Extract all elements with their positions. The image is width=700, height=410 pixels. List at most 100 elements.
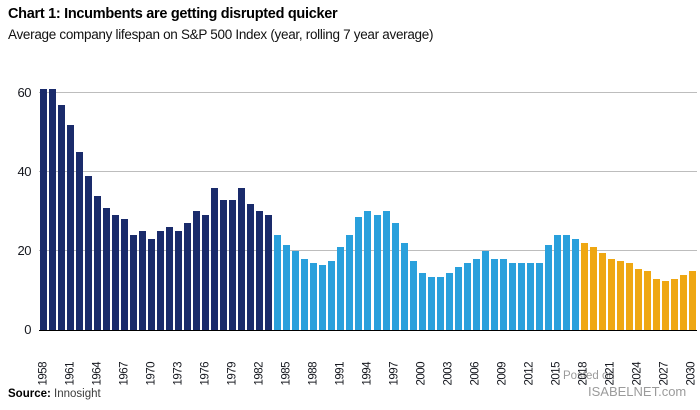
x-tick-label-2000: 2000	[415, 361, 428, 386]
watermark-line2: ISABELNET.com	[588, 384, 687, 399]
bar-2024	[634, 268, 642, 330]
y-tick-label-60: 60	[17, 84, 32, 100]
x-tick-label-1976: 1976	[199, 361, 212, 386]
bar-1968	[130, 235, 138, 330]
bar-1966	[112, 215, 120, 330]
bar-2023	[625, 262, 633, 330]
x-tick-label-2024: 2024	[631, 361, 644, 386]
x-tick-label-2027: 2027	[658, 361, 671, 386]
bar-1991	[337, 247, 345, 330]
bar-1973	[175, 231, 183, 330]
x-tick-label-1994: 1994	[361, 361, 374, 386]
chart-subtitle: Average company lifespan on S&P 500 Inde…	[8, 27, 434, 42]
x-tick-label-2012: 2012	[523, 361, 536, 386]
x-tick-label-1982: 1982	[253, 361, 266, 386]
plot-area	[39, 85, 697, 331]
bar-1967	[121, 219, 129, 330]
gridline-60	[39, 91, 697, 93]
bar-1975	[193, 211, 201, 330]
x-tick-label-1964: 1964	[91, 361, 104, 386]
gridline-40	[39, 170, 697, 172]
bar-2013	[535, 262, 543, 330]
bar-1972	[166, 227, 174, 330]
bar-1989	[319, 264, 327, 330]
x-tick-label-1991: 1991	[334, 361, 347, 386]
bar-1978	[220, 199, 228, 330]
bar-1995	[373, 215, 381, 330]
bar-1980	[238, 187, 246, 330]
y-tick-label-0: 0	[24, 322, 31, 337]
bar-2011	[517, 262, 525, 330]
bar-1965	[103, 207, 111, 330]
bar-2026	[652, 278, 660, 330]
x-tick-label-2018: 2018	[577, 361, 590, 386]
x-tick-label-1967: 1967	[118, 361, 131, 386]
bar-1970	[148, 239, 156, 330]
x-tick-label-2003: 2003	[442, 361, 455, 386]
bar-1962	[76, 152, 84, 330]
bar-2015	[553, 235, 561, 330]
source-label: Source:	[8, 388, 51, 400]
bar-2003	[445, 272, 453, 330]
x-tick-label-1973: 1973	[172, 361, 185, 386]
bar-1961	[67, 124, 75, 330]
bar-1964	[94, 195, 102, 330]
bar-1986	[292, 250, 300, 330]
bar-1974	[184, 223, 192, 330]
bar-1984	[274, 235, 282, 330]
bar-1992	[346, 235, 354, 330]
y-tick-label-40: 40	[17, 163, 32, 179]
x-tick-label-2015: 2015	[550, 361, 563, 386]
x-tick-label-1997: 1997	[388, 361, 401, 386]
bar-1998	[400, 243, 408, 330]
bar-2019	[589, 247, 597, 330]
bar-1976	[202, 215, 210, 330]
x-tick-label-1961: 1961	[64, 361, 77, 386]
chart-title: Chart 1: Incumbents are getting disrupte…	[8, 6, 338, 22]
x-tick-label-2021: 2021	[604, 361, 617, 386]
bar-1969	[139, 231, 147, 330]
x-tick-label-2006: 2006	[469, 361, 482, 386]
bar-1977	[211, 187, 219, 330]
bar-2007	[481, 250, 489, 330]
bar-1990	[328, 260, 336, 330]
bar-2029	[679, 274, 687, 330]
bar-2004	[454, 266, 462, 330]
bar-1993	[355, 217, 363, 330]
bar-1997	[391, 223, 399, 330]
bar-1994	[364, 211, 372, 330]
bar-1981	[247, 203, 255, 330]
bar-1983	[265, 215, 273, 330]
bar-2006	[472, 258, 480, 330]
x-tick-label-2030: 2030	[685, 361, 698, 386]
bar-2000	[418, 272, 426, 330]
x-tick-label-1970: 1970	[145, 361, 158, 386]
x-tick-label-2009: 2009	[496, 361, 509, 386]
bar-2025	[643, 270, 651, 330]
bar-2002	[436, 276, 444, 330]
bar-2010	[508, 262, 516, 330]
bar-2001	[427, 276, 435, 330]
bar-2012	[526, 262, 534, 330]
bar-1963	[85, 175, 93, 330]
bar-2016	[562, 235, 570, 330]
bar-2030	[688, 270, 696, 330]
x-tick-label-1988: 1988	[307, 361, 320, 386]
bar-2005	[463, 262, 471, 330]
bar-1987	[301, 258, 309, 330]
bar-1960	[58, 104, 66, 330]
source-value: Innosight	[54, 388, 101, 400]
bar-1959	[49, 88, 56, 330]
bar-2028	[670, 278, 678, 330]
bar-2021	[607, 258, 615, 330]
bar-1971	[157, 231, 165, 330]
bar-2014	[544, 245, 552, 330]
bar-1996	[382, 211, 390, 330]
bar-2017	[571, 239, 579, 330]
x-tick-label-1979: 1979	[226, 361, 239, 386]
bar-2027	[661, 280, 669, 330]
bar-1979	[229, 199, 237, 330]
watermark-line1: Posted on	[563, 370, 615, 382]
bar-2020	[598, 252, 606, 330]
